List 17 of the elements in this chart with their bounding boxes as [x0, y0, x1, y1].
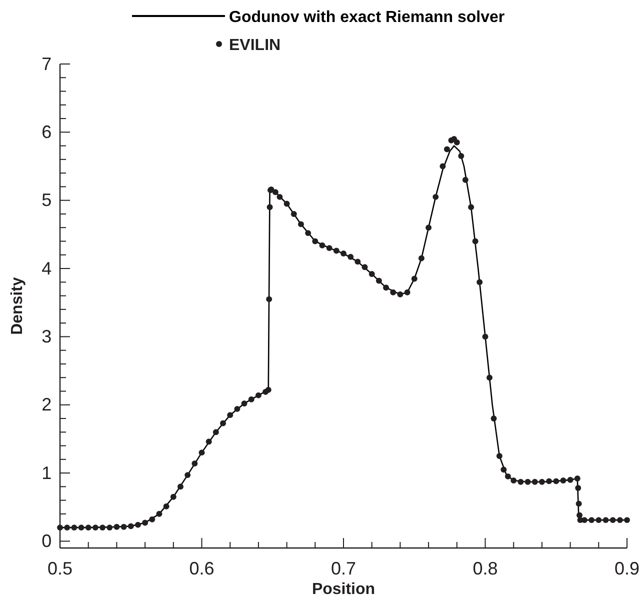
x-tick-label: 0.8	[472, 558, 498, 578]
x-tick-label: 0.7	[330, 558, 356, 578]
y-tick-label: 0	[42, 530, 52, 551]
y-tick-label: 3	[42, 326, 52, 346]
y-tick-label: 5	[42, 190, 52, 210]
x-tick-label: 0.9	[614, 558, 640, 578]
y-tick-label: 4	[42, 258, 52, 278]
x-axis-title: Position	[312, 581, 376, 598]
y-tick-label: 2	[42, 394, 52, 415]
y-tick-label: 1	[42, 462, 52, 483]
text: Godunov with exact Riemann solver	[229, 9, 505, 26]
legend-label: EVILIN	[229, 37, 281, 54]
y-tick-label: 7	[42, 54, 52, 74]
x-tick-label: 0.6	[189, 558, 214, 578]
x-tick-label: 0.5	[47, 558, 73, 578]
y-axis-title: Density	[9, 277, 26, 335]
y-tick-label: 6	[42, 122, 52, 142]
